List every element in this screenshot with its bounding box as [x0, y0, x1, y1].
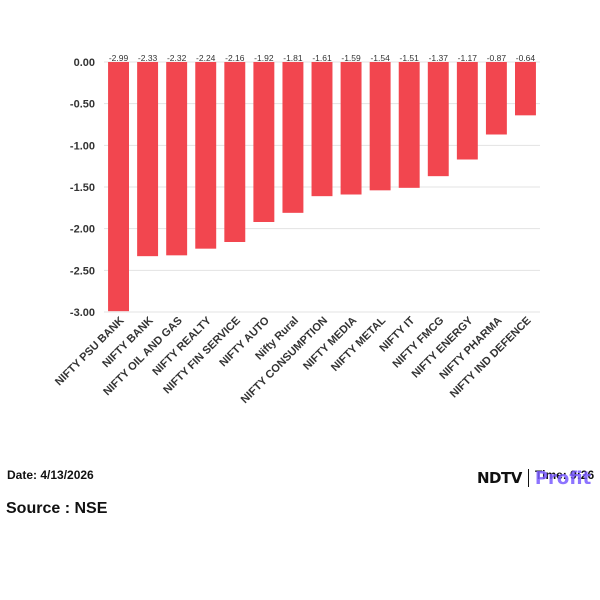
bar-value-label: -1.59: [341, 53, 361, 63]
bar: [137, 62, 159, 257]
y-tick-label: -2.50: [70, 265, 95, 277]
bar-value-label: -1.17: [458, 53, 478, 63]
bar: [398, 62, 420, 188]
bar-value-label: -2.33: [138, 53, 158, 63]
bar: [485, 62, 507, 135]
bar: [108, 62, 129, 312]
bar: [369, 62, 391, 191]
source-label: Source : NSE: [6, 500, 108, 517]
bar: [456, 62, 478, 160]
bar-value-label: -1.92: [254, 53, 274, 63]
y-tick-label: -2.00: [70, 224, 95, 236]
value-labels: -2.99 -2.33 -2.32 -2.24 -2.16 -1.92 -1.81 -1.61…: [109, 53, 536, 63]
sector-bar-chart: 0.00 -0.50 -1.00 -1.50 -2.00 -2.50 -3.00 -2.99…: [53, 53, 540, 406]
bar: [253, 62, 275, 222]
bar: [166, 62, 188, 256]
bar: [311, 62, 333, 197]
bar: [195, 62, 217, 249]
bar: [282, 62, 304, 213]
y-tick-label: -3.00: [70, 307, 95, 319]
time-label: Time: 9:26: [535, 468, 595, 482]
bar-value-label: -1.51: [400, 53, 420, 63]
bar-value-label: -0.64: [516, 53, 536, 63]
date-label: Date: 4/13/2026: [7, 468, 94, 482]
logo-profit-text: Profit: [534, 467, 592, 489]
bar-value-label: -1.81: [283, 53, 303, 63]
y-axis-ticks: 0.00 -0.50 -1.00 -1.50 -2.00 -2.50 -3.00: [70, 57, 95, 319]
bar: [224, 62, 246, 242]
bar: [427, 62, 449, 177]
logo-ndtv-text: NDTV: [477, 469, 522, 487]
bar-value-label: -1.61: [312, 53, 332, 63]
bar: [515, 62, 536, 116]
bar: [340, 62, 362, 195]
bar-value-label: -2.99: [109, 53, 129, 63]
y-tick-label: -1.00: [70, 140, 95, 152]
bar-value-label: -2.24: [196, 53, 216, 63]
y-tick-label: 0.00: [74, 57, 95, 69]
bar-value-label: -1.54: [370, 53, 390, 63]
bar-value-label: -2.16: [225, 53, 245, 63]
y-tick-label: -0.50: [70, 99, 95, 111]
bars: [108, 62, 536, 312]
ndtv-profit-logo: NDTV Profit: [477, 466, 591, 490]
logo-separator: [527, 469, 529, 487]
bar-value-label: -1.37: [429, 53, 449, 63]
y-tick-label: -1.50: [70, 182, 95, 194]
bar-value-label: -2.32: [167, 53, 187, 63]
bar-value-label: -0.87: [487, 53, 507, 63]
